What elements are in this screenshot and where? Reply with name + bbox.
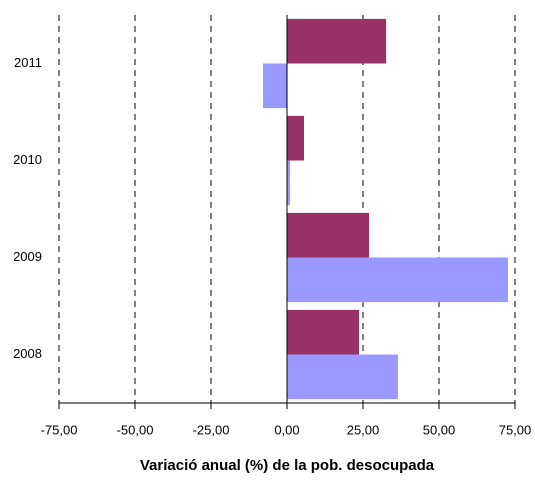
x-tick-label: 50,00	[423, 422, 456, 437]
bar	[287, 115, 305, 161]
x-tick-label: -50,00	[117, 422, 154, 437]
y-tick-label: 2010	[13, 152, 42, 167]
x-axis-title: Variació anual (%) de la pob. desocupada	[140, 457, 435, 474]
x-tick-label: 0,00	[274, 422, 299, 437]
y-tick-label: 2011	[14, 55, 42, 70]
bar	[287, 257, 509, 303]
x-tick-label: -25,00	[193, 422, 230, 437]
x-tick-label: 25,00	[347, 422, 380, 437]
bar	[262, 63, 287, 109]
bar	[287, 18, 387, 64]
x-tick-label: -75,00	[41, 422, 78, 437]
bar	[287, 212, 370, 258]
bar	[287, 309, 360, 355]
x-tick-label: 75,00	[499, 422, 532, 437]
bar	[287, 354, 398, 400]
y-tick-label: 2008	[13, 346, 42, 361]
y-tick-label: 2009	[13, 249, 42, 264]
bar	[287, 160, 291, 206]
